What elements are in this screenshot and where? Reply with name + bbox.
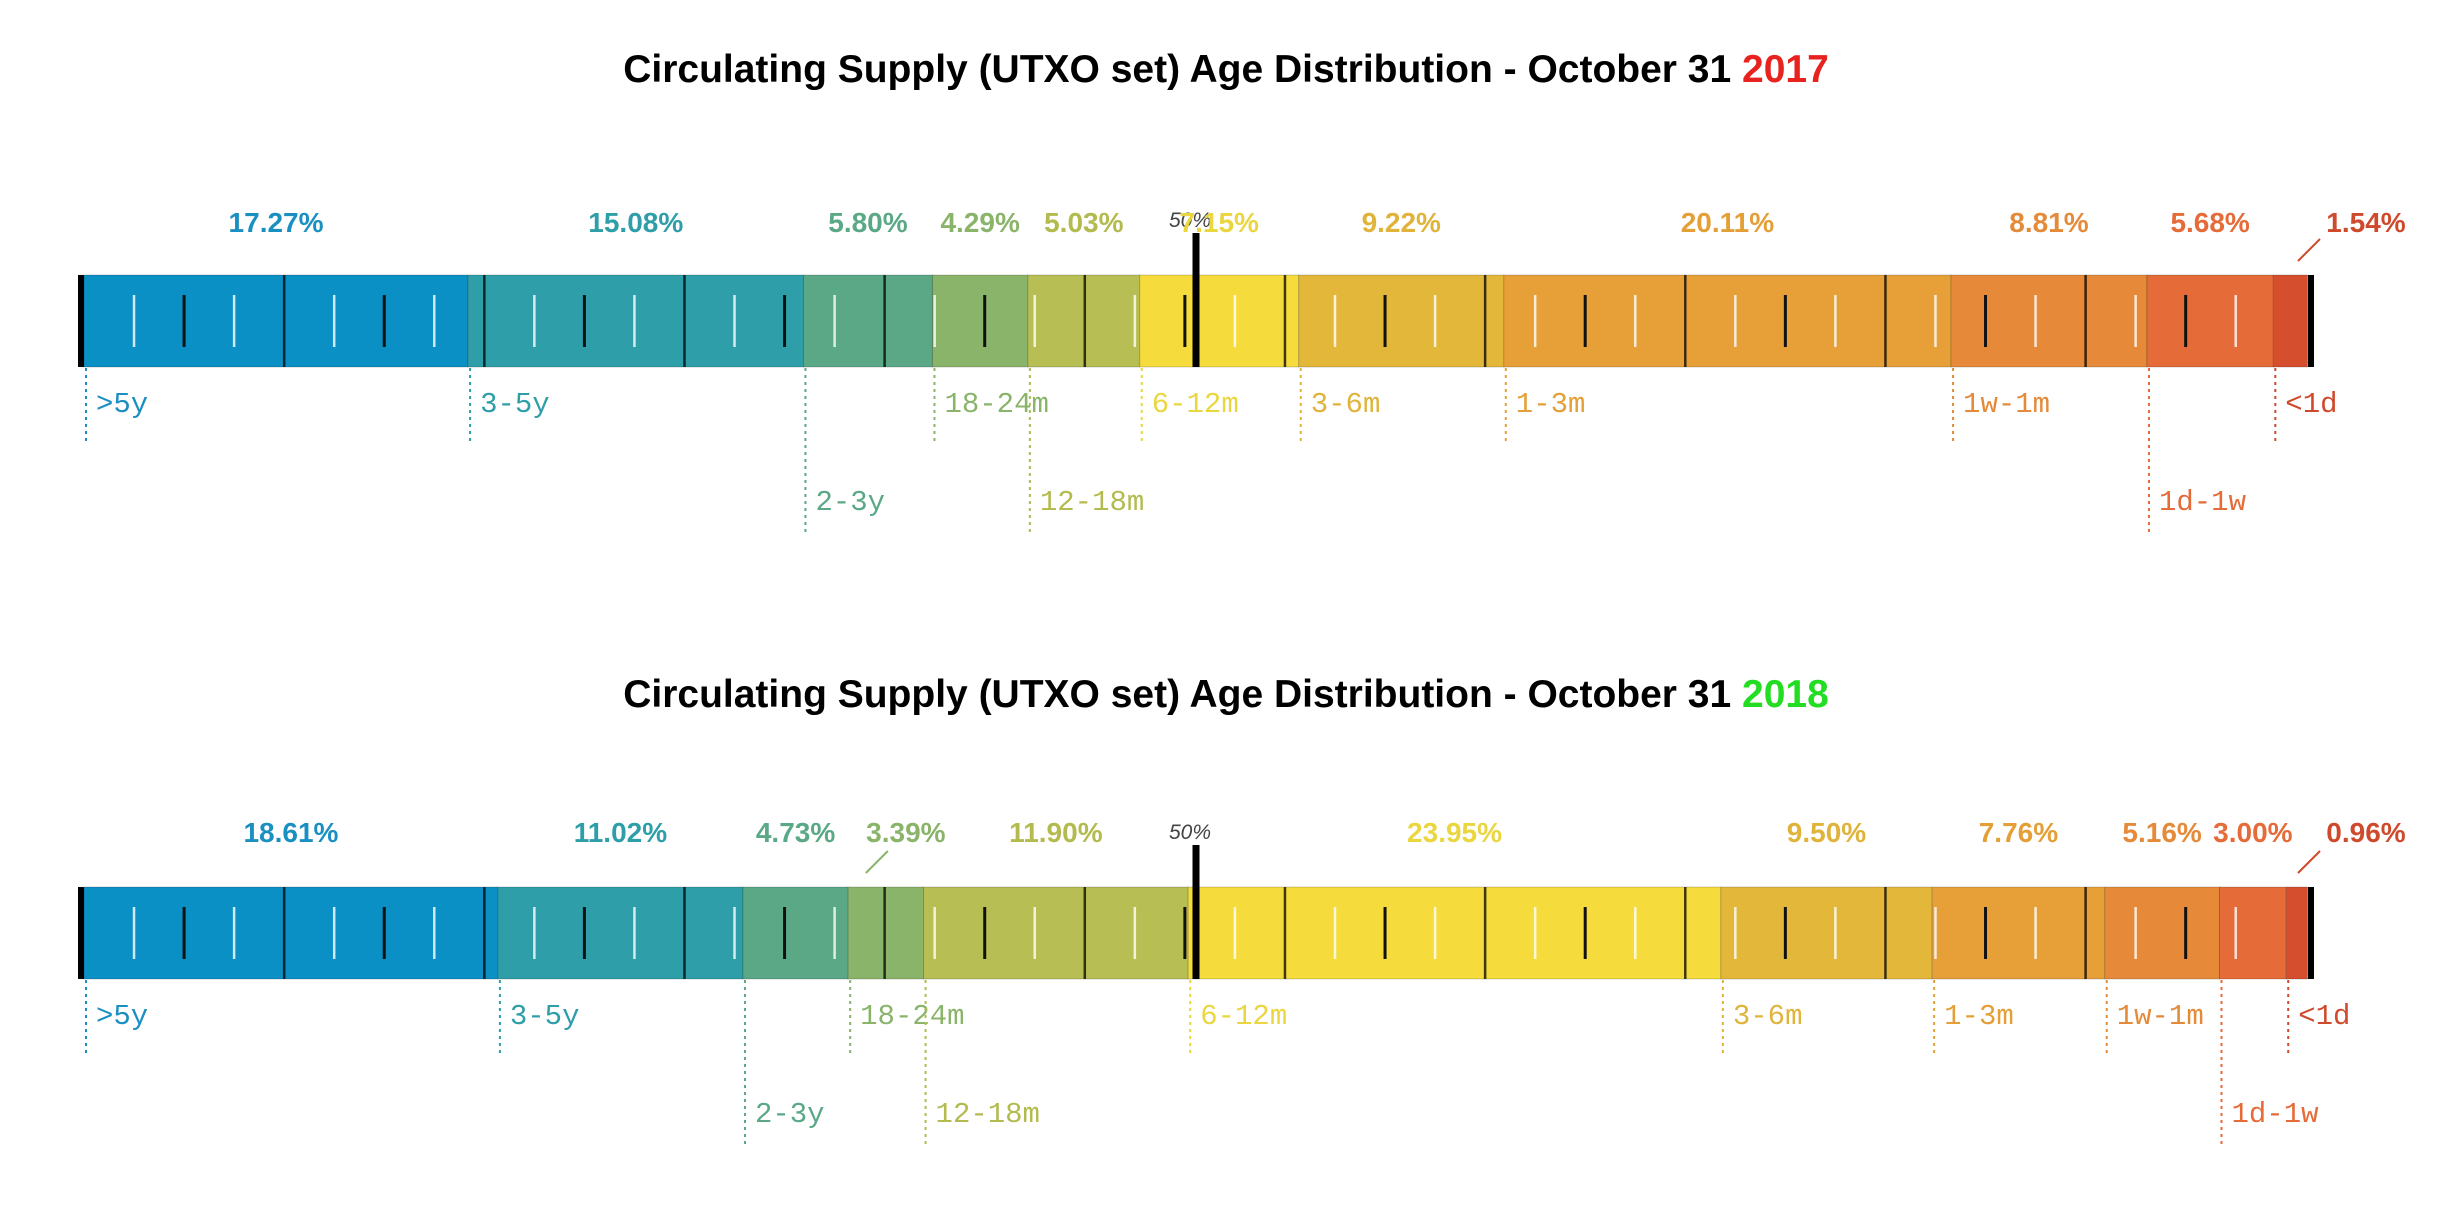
bar-segment-1-3m [1503,274,1952,368]
bar-segment-18-24m [931,274,1029,368]
value-label-1-3m: 7.76% [1979,817,2058,848]
median-label: 50% [1169,209,1211,232]
bar-group-2018: 50% 18.61% 11.02% 4.73% 3.39% 11.90% 23.95% 9.5… [78,817,2406,1148]
value-label-3-5y: 15.08% [588,207,683,238]
value-label-gt-5y: 18.61% [243,817,338,848]
bar-start-cap [78,275,84,367]
value-label-gt-5y: 17.27% [229,207,324,238]
category-label-1-3m: 1-3m [1516,388,1586,421]
bar-segment-3-5y [467,274,804,368]
category-label-1-3m: 1-3m [1944,1000,2014,1033]
category-label-gt-5y: >5y [96,388,148,421]
median-label: 50% [1169,821,1211,844]
chart-title-2018: Circulating Supply (UTXO set) Age Distri… [623,673,1829,716]
value-label-1w-1m: 8.81% [2009,207,2088,238]
category-label-2-3y: 2-3y [755,1098,825,1131]
value-label-lt-1d: 0.96% [2326,817,2405,848]
bar-end-cap [2308,887,2314,979]
bar-segment-1w-1m [1950,274,2148,368]
category-label-6-12m: 6-12m [1200,1000,1287,1033]
value-label-6-12m: 23.95% [1407,817,1502,848]
category-label-3-6m: 3-6m [1733,1000,1803,1033]
bar-segment-3-6m [1298,274,1505,368]
bar-segment-3-6m [1720,886,1933,980]
value-leader-line [2297,850,2321,874]
bar-segment-gt-5y [83,274,469,368]
bar-segment-2-3y [742,886,849,980]
value-label-2-3y: 5.80% [828,207,907,238]
value-leader-line [865,850,889,874]
value-label-18-24m: 4.29% [940,207,1019,238]
value-label-3-5y: 11.02% [574,817,668,848]
value-label-18-24m: 3.39% [866,817,945,848]
value-label-1d-1w: 3.00% [2213,817,2292,848]
bar-segment-1d-1w [2218,886,2287,980]
bar-start-cap [78,887,84,979]
bar-segment-12-18m [923,886,1189,980]
title-prefix: Circulating Supply (UTXO set) Age Distri… [623,673,1742,716]
value-leader-line [2297,238,2321,262]
value-label-1d-1w: 5.68% [2170,207,2249,238]
value-label-12-18m: 11.90% [1009,817,1103,848]
bar-segment-lt-1d [2272,274,2309,368]
median-marker [1192,233,1200,367]
value-label-12-18m: 5.03% [1044,207,1123,238]
bar-segment-gt-5y [83,886,499,980]
category-label-1w-1m: 1w-1m [1963,388,2050,421]
bar-segment-lt-1d [2285,886,2309,980]
bar-segment-6-12m [1187,886,1722,980]
category-label-1d-1w: 1d-1w [2159,486,2247,519]
category-label-3-5y: 3-5y [510,1000,580,1033]
category-label-2-3y: 2-3y [815,486,885,519]
title-prefix: Circulating Supply (UTXO set) Age Distri… [623,48,1742,91]
category-label-lt-1d: <1d [2298,1000,2350,1033]
panel-2018: Circulating Supply (UTXO set) Age Distri… [78,673,2406,1148]
bar-group-2017: 50% 17.27% 15.08% 5.80% 4.29% 5.03% 7.15% 9.22%… [78,207,2406,536]
value-label-1w-1m: 5.16% [2122,817,2201,848]
value-label-lt-1d: 1.54% [2326,207,2405,238]
panel-2017: Circulating Supply (UTXO set) Age Distri… [78,48,2406,536]
category-label-1d-1w: 1d-1w [2231,1098,2319,1131]
bar-segment-2-3y [802,274,933,368]
category-label-12-18m: 12-18m [936,1098,1040,1131]
bar-segment-3-5y [497,886,744,980]
bar-end-cap [2308,275,2314,367]
value-label-3-6m: 9.22% [1362,207,1441,238]
category-label-18-24m: 18-24m [944,388,1048,421]
value-label-3-6m: 9.50% [1787,817,1866,848]
category-label-3-6m: 3-6m [1311,388,1381,421]
title-year: 2018 [1742,673,1829,716]
value-label-1-3m: 20.11% [1681,207,1775,238]
category-label-lt-1d: <1d [2285,388,2337,421]
category-label-6-12m: 6-12m [1152,388,1239,421]
bar-segment-1d-1w [2146,274,2274,368]
title-year: 2017 [1742,48,1829,91]
bar-segment-6-12m [1139,274,1300,368]
bar-segment-1w-1m [2104,886,2220,980]
category-label-1w-1m: 1w-1m [2117,1000,2204,1033]
bar-segment-1-3m [1931,886,2106,980]
value-label-6-12m: 7.15% [1180,207,1259,238]
category-label-3-5y: 3-5y [480,388,550,421]
median-marker [1192,845,1200,979]
value-label-2-3y: 4.73% [756,817,835,848]
category-label-18-24m: 18-24m [860,1000,964,1033]
category-label-gt-5y: >5y [96,1000,148,1033]
category-label-12-18m: 12-18m [1040,486,1144,519]
chart-title-2017: Circulating Supply (UTXO set) Age Distri… [623,48,1829,91]
